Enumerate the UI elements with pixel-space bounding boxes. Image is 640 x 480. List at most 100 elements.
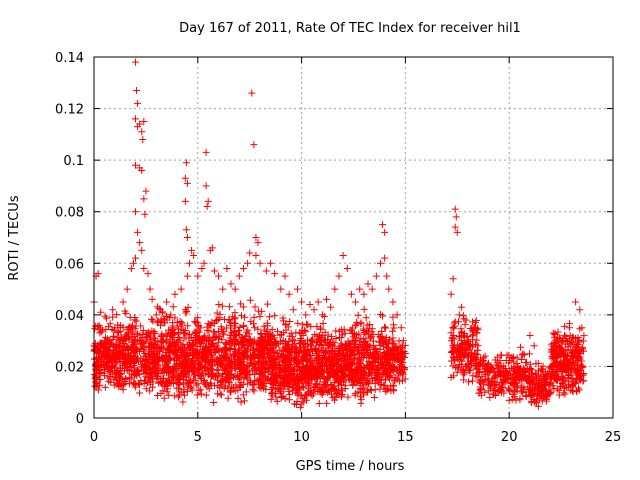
data-point (157, 345, 165, 353)
data-point (264, 322, 272, 330)
data-point (174, 393, 182, 401)
data-point (219, 377, 227, 385)
data-point (106, 373, 114, 381)
data-point (261, 326, 269, 334)
data-point (130, 337, 138, 345)
data-point (197, 390, 205, 398)
data-point (249, 346, 257, 354)
data-point (169, 373, 177, 381)
data-point (187, 359, 195, 367)
data-point (120, 380, 128, 388)
data-point (163, 388, 171, 396)
data-point (245, 337, 253, 345)
data-point (276, 331, 284, 339)
y-tick-label: 0.08 (55, 206, 84, 221)
data-point (292, 401, 300, 409)
data-point (187, 333, 195, 341)
data-point (131, 383, 139, 391)
data-point (204, 371, 212, 379)
data-point (179, 380, 187, 388)
data-point (216, 384, 224, 392)
data-point (174, 372, 182, 380)
data-point (236, 368, 244, 376)
y-tick-label: 0.06 (55, 257, 84, 272)
data-point (241, 313, 249, 321)
data-point (105, 377, 113, 385)
data-point (176, 344, 184, 352)
data-point (165, 368, 173, 376)
data-point (122, 358, 130, 366)
data-point (250, 313, 258, 321)
data-point (234, 394, 242, 402)
data-point (145, 374, 153, 382)
data-point (124, 354, 132, 362)
x-tick-label: 15 (397, 430, 414, 445)
data-point (293, 397, 301, 405)
data-point (297, 336, 305, 344)
data-point (101, 372, 109, 380)
data-point (194, 380, 202, 388)
data-point (196, 361, 204, 369)
data-point (109, 336, 117, 344)
data-point (312, 339, 320, 347)
x-tick-label: 5 (194, 430, 202, 445)
data-point (217, 323, 225, 331)
data-point (222, 346, 230, 354)
data-point (103, 314, 111, 322)
data-point (226, 336, 234, 344)
data-point (216, 358, 224, 366)
data-point (207, 322, 215, 330)
data-point (238, 336, 246, 344)
data-point (223, 366, 231, 374)
data-point (217, 391, 225, 399)
data-point (211, 333, 219, 341)
data-point (253, 360, 261, 368)
data-point (285, 387, 293, 395)
data-point (153, 303, 161, 311)
data-point (153, 355, 161, 363)
data-point (192, 318, 200, 326)
data-point (108, 367, 116, 375)
data-point (222, 364, 230, 372)
chart-title: Day 167 of 2011, Rate Of TEC Index for r… (179, 21, 521, 36)
data-point (114, 334, 122, 342)
data-point (251, 364, 259, 372)
data-point (256, 334, 264, 342)
data-point (97, 357, 105, 365)
data-point (197, 386, 205, 394)
data-point (142, 373, 150, 381)
data-point (116, 369, 124, 377)
data-point (244, 326, 252, 334)
data-point (115, 379, 123, 387)
data-point (237, 398, 245, 406)
data-point (185, 344, 193, 352)
data-point (129, 343, 137, 351)
data-point (188, 386, 196, 394)
data-point (246, 359, 254, 367)
data-point (213, 366, 221, 374)
data-point (157, 332, 165, 340)
data-point (167, 328, 175, 336)
data-point (202, 391, 210, 399)
data-point (184, 381, 192, 389)
data-point (171, 347, 179, 355)
data-point (237, 378, 245, 386)
y-tick-label: 0.1 (63, 154, 84, 169)
data-point (144, 343, 152, 351)
data-point (240, 351, 248, 359)
data-point (260, 322, 268, 330)
data-point (122, 310, 130, 318)
data-point (212, 372, 220, 380)
data-point (214, 328, 222, 336)
data-point (255, 376, 263, 384)
data-point (143, 333, 151, 341)
y-tick-label: 0.04 (55, 309, 84, 324)
data-point (285, 338, 293, 346)
data-point (226, 379, 234, 387)
data-point (258, 307, 266, 315)
data-point (111, 373, 119, 381)
y-axis-label: ROTI / TECUs (7, 195, 22, 280)
data-point (257, 329, 265, 337)
data-point (101, 312, 109, 320)
data-point (236, 330, 244, 338)
